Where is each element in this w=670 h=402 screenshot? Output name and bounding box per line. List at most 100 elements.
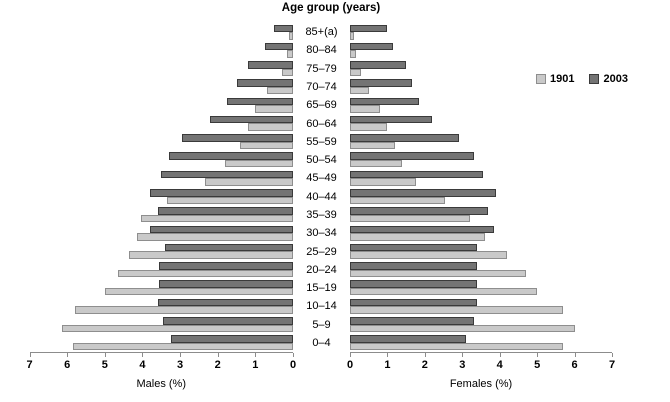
bar-2003-25–29	[165, 243, 293, 252]
legend-item-2003: 2003	[589, 73, 628, 85]
bar-2003-85+(a)	[274, 24, 293, 32]
bar-1901-0–4	[350, 342, 564, 351]
axis-tick	[574, 353, 576, 357]
male-row-55–59	[30, 133, 293, 151]
axis-tick-label: 2	[421, 359, 428, 371]
male-row-75–79	[30, 60, 293, 78]
age-group-label: 35–39	[306, 208, 337, 221]
female-row-80–84	[350, 41, 612, 59]
bar-1901-15–19	[104, 287, 293, 296]
female-row-85+(a)	[350, 23, 612, 41]
bar-2003-35–39	[350, 207, 489, 215]
age-group-label: 55–59	[306, 135, 337, 148]
female-row-40–44	[350, 188, 612, 206]
male-bars-panel	[30, 23, 293, 352]
bar-1901-85+(a)	[350, 32, 354, 40]
bar-1901-65–69	[350, 105, 380, 113]
bar-1901-50–54	[350, 159, 403, 168]
male-row-30–34	[30, 224, 293, 242]
age-group-label: 85+(a)	[305, 26, 338, 39]
axis-tick	[350, 353, 351, 357]
bar-2003-70–74	[350, 79, 412, 87]
axis-tick-label: 3	[459, 359, 466, 371]
male-row-80–84	[30, 41, 293, 59]
bar-2003-55–59	[350, 134, 459, 142]
bar-2003-5–9	[163, 317, 293, 325]
male-row-0–4	[30, 334, 293, 352]
bar-2003-20–24	[350, 262, 478, 270]
male-row-60–64	[30, 114, 293, 132]
axis-tick-label: 5	[101, 359, 108, 371]
bar-1901-10–14	[74, 306, 293, 314]
bar-1901-80–84	[350, 50, 356, 58]
bar-2003-65–69	[350, 97, 420, 106]
bar-1901-10–14	[350, 306, 564, 314]
legend-label-1901: 1901	[550, 73, 575, 85]
male-row-70–74	[30, 78, 293, 96]
female-row-60–64	[350, 114, 612, 132]
legend: 1901 2003	[536, 73, 628, 85]
bar-2003-60–64	[350, 115, 433, 124]
axis-tick	[424, 353, 426, 357]
bar-1901-55–59	[350, 141, 395, 150]
bar-1901-70–74	[350, 86, 369, 95]
axis-tick-label: 2	[214, 359, 221, 371]
bar-1901-15–19	[350, 287, 538, 296]
bar-2003-60–64	[210, 115, 293, 124]
female-row-10–14	[350, 297, 612, 315]
axis-tick-label: 4	[496, 359, 503, 371]
bar-1901-5–9	[350, 324, 575, 332]
axis-tick-label: 6	[571, 359, 578, 371]
female-row-20–24	[350, 261, 612, 279]
female-row-55–59	[350, 133, 612, 151]
bar-1901-50–54	[225, 159, 293, 168]
bar-2003-20–24	[159, 262, 293, 270]
bar-1901-35–39	[350, 214, 470, 223]
male-row-65–69	[30, 96, 293, 114]
bar-2003-75–79	[247, 61, 293, 69]
legend-swatch-1901-icon	[536, 74, 546, 84]
axis-tick	[142, 353, 144, 357]
bar-1901-70–74	[266, 86, 293, 95]
age-group-label: 45–49	[306, 172, 337, 185]
bar-2003-55–59	[181, 134, 293, 142]
female-row-70–74	[350, 78, 612, 96]
bar-2003-35–39	[157, 207, 293, 215]
axis-tick	[293, 353, 294, 357]
axis-tick	[612, 353, 613, 357]
axis-tick	[499, 353, 501, 357]
bar-1901-85+(a)	[289, 32, 293, 40]
bar-1901-20–24	[350, 269, 526, 278]
bar-2003-30–34	[149, 225, 293, 234]
female-row-45–49	[350, 169, 612, 187]
bar-1901-65–69	[255, 105, 293, 113]
axis-tick-label: 5	[534, 359, 541, 371]
bar-1901-40–44	[166, 196, 293, 205]
axis-tick	[217, 353, 219, 357]
axis-tick-label: 4	[139, 359, 146, 371]
bar-2003-80–84	[350, 42, 394, 51]
bar-2003-80–84	[264, 42, 293, 51]
axis-tick	[462, 353, 464, 357]
bar-1901-45–49	[350, 178, 416, 186]
axis-tick	[537, 353, 539, 357]
bar-2003-15–19	[159, 280, 293, 288]
age-group-label: 25–29	[306, 245, 337, 258]
bar-2003-0–4	[350, 335, 467, 343]
axis-tick	[104, 353, 106, 357]
bar-2003-0–4	[170, 335, 293, 343]
bar-1901-40–44	[350, 196, 446, 205]
axis-tick-label: 6	[64, 359, 71, 371]
bar-2003-10–14	[350, 298, 478, 307]
female-bars-panel	[350, 23, 612, 352]
axis-tick-label: 3	[177, 359, 184, 371]
age-group-label: 15–19	[306, 282, 337, 295]
age-group-label: 5–9	[312, 318, 331, 331]
female-row-0–4	[350, 334, 612, 352]
female-row-5–9	[350, 316, 612, 334]
bar-2003-50–54	[168, 152, 293, 160]
age-group-label: 75–79	[306, 62, 337, 75]
age-group-label: 40–44	[306, 190, 337, 203]
male-row-40–44	[30, 188, 293, 206]
